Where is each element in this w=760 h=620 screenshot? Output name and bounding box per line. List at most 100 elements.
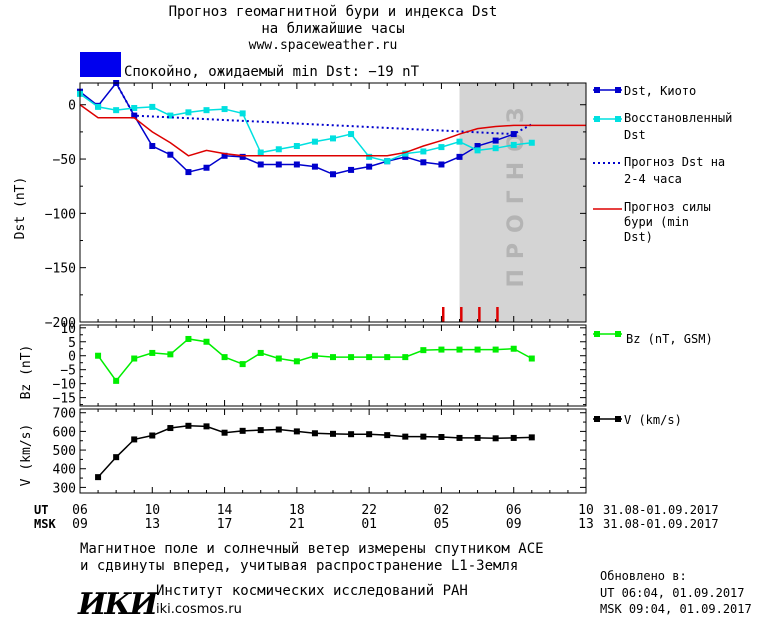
data-point [203,107,210,114]
data-point [474,143,481,150]
data-point [167,112,174,119]
x-tick-label-msk: 21 [289,517,305,532]
data-point [257,427,264,434]
data-point [131,436,138,443]
data-point [203,338,210,345]
data-point [528,355,535,362]
date-range-ut: 31.08-01.09.2017 [603,503,719,517]
data-point [330,430,336,437]
status-color-box [80,52,121,77]
data-point [384,432,391,439]
data-point [95,474,102,481]
data-point [330,135,336,142]
legend-item-bz: Bz (nT, GSM) [593,331,713,346]
site-link[interactable]: www.spaceweather.ru [249,38,398,53]
data-point [510,434,517,441]
legend: Dst, Киото Восстановленный Dst Прогноз D… [593,84,733,427]
legend-label-restored-dst: Восстановленный Dst [624,111,733,142]
data-point [95,103,102,110]
data-point [330,171,336,178]
data-point [474,434,481,441]
y-tick-label: 0 [68,350,76,365]
y-tick-label: 10 [60,322,76,337]
legend-item-dst-kyoto: Dst, Киото [593,84,696,98]
x-tick-label-ut: 22 [361,503,377,518]
data-point [293,358,300,365]
legend-label-speed: V (km/s) [624,413,682,427]
data-point [311,163,318,170]
legend-item-storm-forecast: Прогноз силы бури (min Dst) [593,200,711,244]
data-point [438,144,445,151]
data-point [438,434,445,440]
y-tick-label: −10 [53,378,76,393]
legend-label-forecast-dst: Прогноз Dst на 2-4 часа [624,155,726,186]
legend-item-restored-dst: Восстановленный Dst [593,111,733,142]
data-point [311,430,318,437]
y-tick-label: −100 [45,207,76,222]
data-point [131,112,138,119]
data-point [275,426,282,433]
data-point [384,354,391,361]
data-point [167,151,174,158]
y-tick-label: −50 [53,153,76,168]
data-point [275,146,282,153]
legend-label-storm-forecast: Прогноз силы бури (min Dst) [624,200,711,244]
footer-line1: Магнитное поле и солнечный ветер измерен… [80,541,544,557]
data-point [239,361,246,368]
x-tick-label-msk: 13 [144,517,160,532]
data-point [348,354,355,361]
x-tick-label-msk: 09 [506,517,522,532]
data-point [420,159,427,166]
data-point [185,422,192,429]
institute-name: Институт космических исследований РАН [156,583,468,599]
dst-panel: ПРОГНОЗ 0 −50 −100 −150 −200 [45,80,587,331]
data-point [366,431,373,438]
x-tick-label-msk: 17 [217,517,233,532]
x-tick-label-ut: 18 [289,503,305,518]
data-point [348,431,355,438]
data-point [275,161,282,168]
data-point [474,346,481,353]
data-point [239,110,246,117]
speed-axis-label: V (km/s) [19,424,34,487]
data-point [131,104,138,111]
data-point [221,152,228,159]
y-tick-label: −200 [45,316,76,331]
data-point [528,434,535,441]
data-point [293,161,300,168]
data-point [149,349,156,356]
data-point [456,138,463,145]
x-axis: UT MSK 31.08-01.09.2017 31.08-01.09.2017… [34,503,719,532]
x-tick-label-ut: 10 [144,503,160,518]
data-point [185,109,192,116]
data-point [131,355,138,362]
panel-frame [79,408,587,494]
x-tick-label-ut: 02 [434,503,450,518]
data-point [167,425,174,432]
y-tick-label: −5 [60,364,76,379]
forecast-label: ПРОГНОЗ [504,97,529,287]
data-point [438,346,445,353]
data-point [366,163,373,170]
data-point [366,153,373,160]
y-tick-label: 600 [53,425,76,440]
data-point [456,434,463,441]
series-line-0-1 [79,93,532,163]
data-point [221,429,228,436]
data-point [311,352,318,359]
legend-label-dst-kyoto: Dst, Киото [624,84,696,98]
data-point [402,354,409,361]
chart-subtitle: на ближайшие часы [261,21,404,37]
y-tick-label: 5 [68,336,76,351]
y-tick-label: −15 [53,392,76,407]
x-tick-label-ut: 06 [506,503,522,518]
forecast-region [459,83,586,322]
series-line-0-0 [79,81,514,176]
data-point [149,103,156,110]
data-point [348,131,355,138]
institute-site[interactable]: iki.cosmos.ru [156,602,242,617]
data-point [366,354,373,361]
data-point [221,106,228,113]
